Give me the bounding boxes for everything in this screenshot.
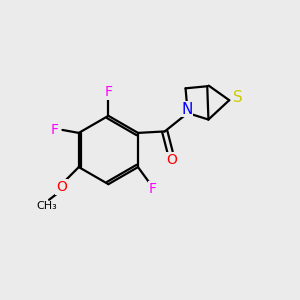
Text: F: F: [104, 85, 112, 99]
Text: CH₃: CH₃: [37, 201, 57, 211]
Text: O: O: [56, 180, 67, 194]
Text: N: N: [181, 102, 193, 117]
Text: S: S: [233, 90, 243, 105]
Text: F: F: [51, 123, 59, 137]
Text: O: O: [166, 153, 177, 167]
Text: F: F: [148, 182, 156, 196]
